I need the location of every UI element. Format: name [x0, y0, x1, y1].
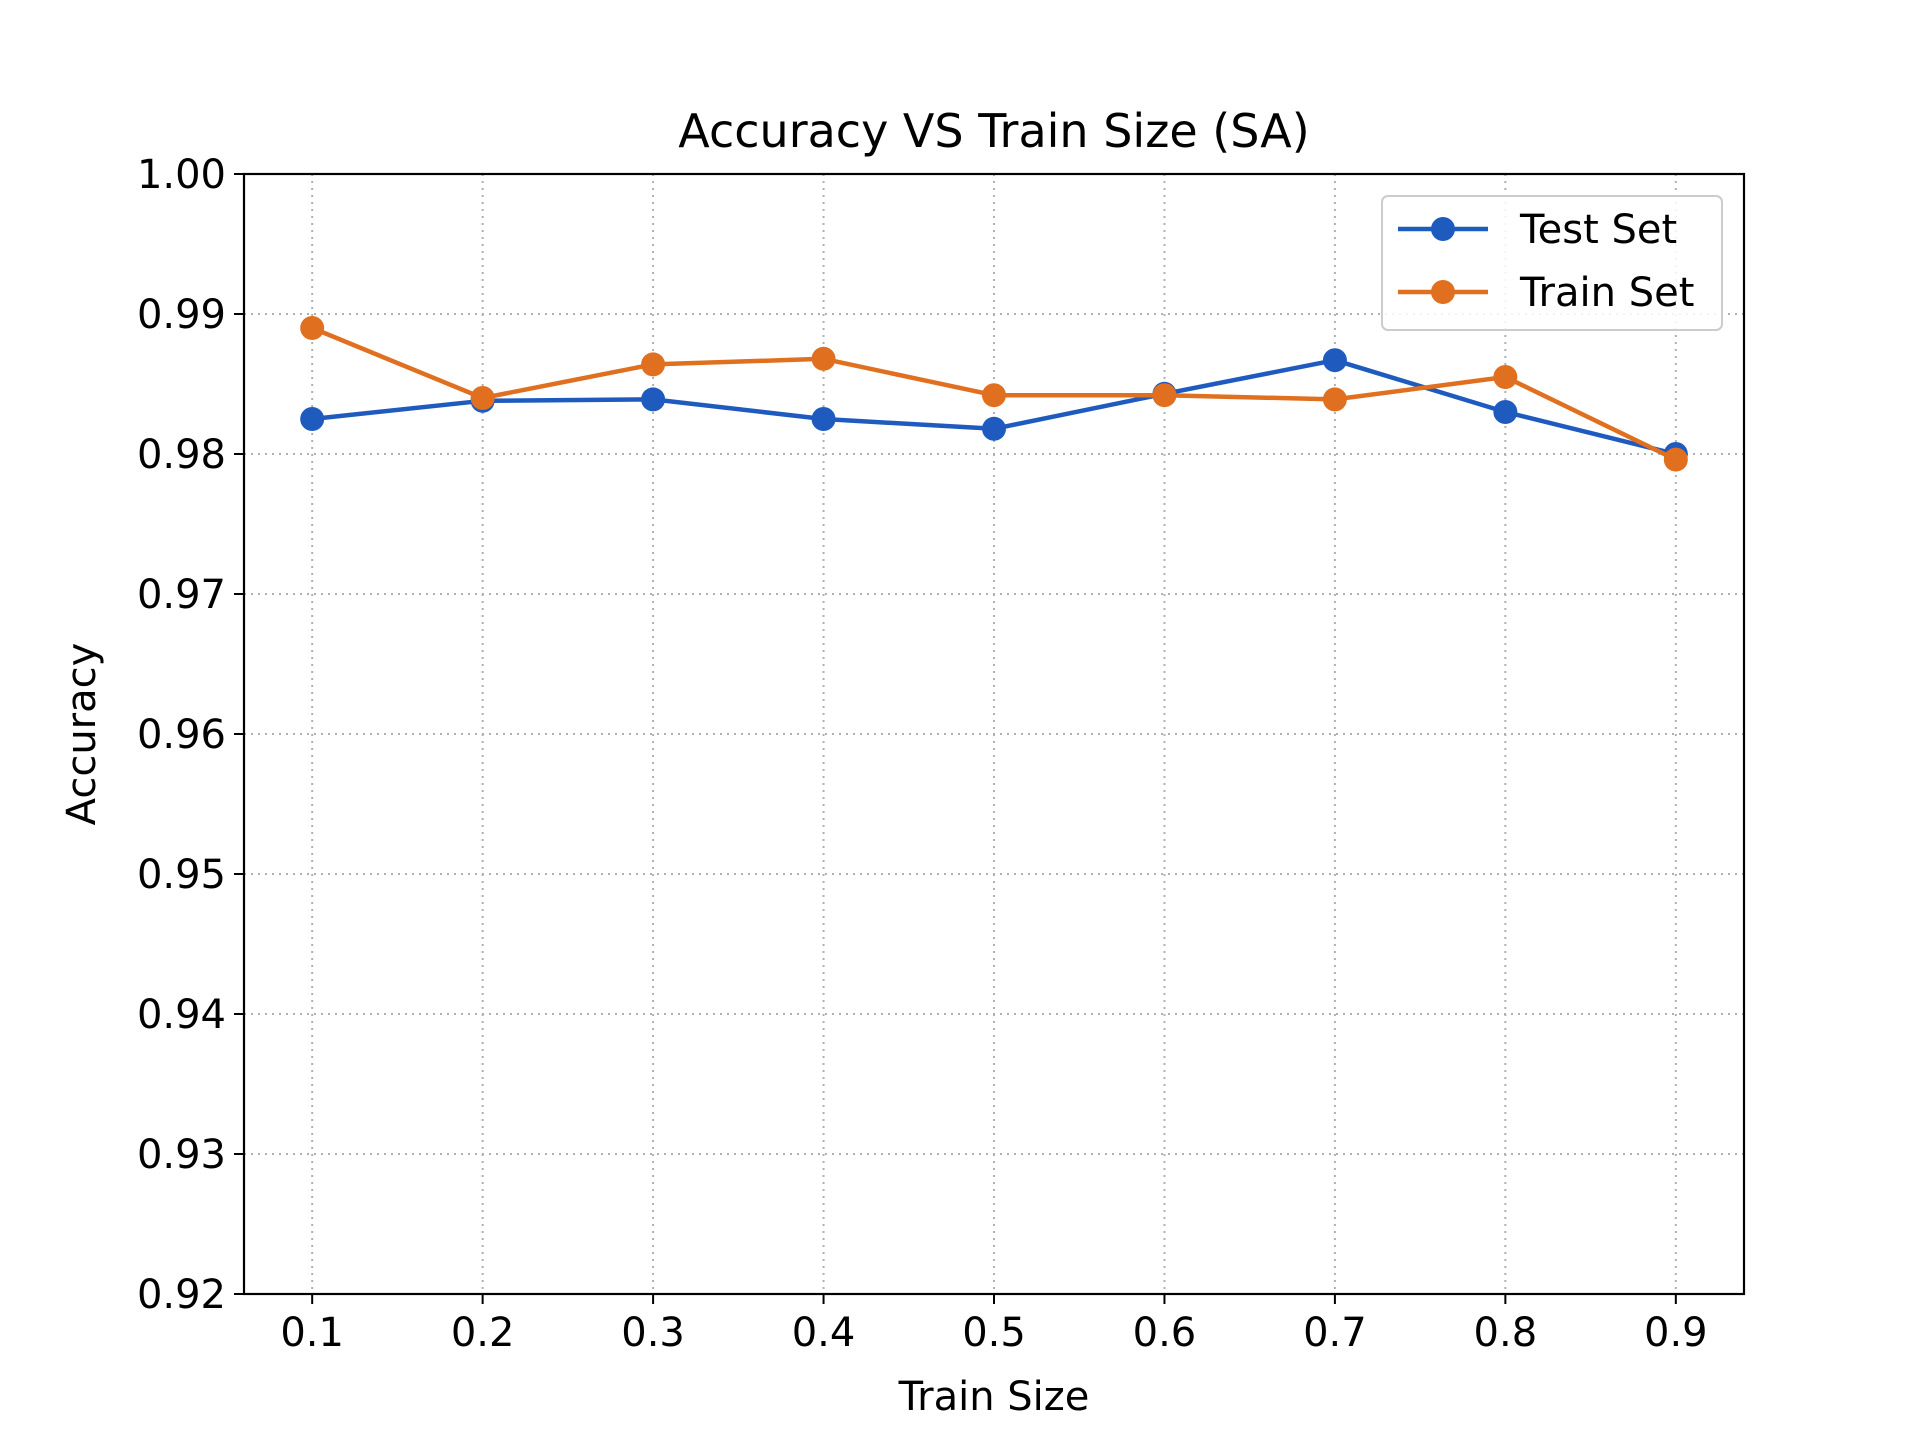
- series-test-set: [300, 348, 1688, 466]
- y-tick-label: 0.98: [137, 432, 226, 478]
- data-point-train-set: [470, 386, 495, 410]
- data-point-train-set: [1322, 387, 1347, 412]
- data-point-test-set: [641, 387, 666, 412]
- y-tick-label: 0.94: [137, 992, 226, 1038]
- data-point-train-set: [1663, 447, 1688, 472]
- y-tick-label: 1.00: [137, 152, 226, 198]
- series-train-set: [300, 316, 1688, 472]
- legend-label-train-set: Train Set: [1519, 270, 1694, 316]
- legend-marker-test-set: [1431, 217, 1455, 241]
- legend: Test Set Train Set: [1381, 195, 1723, 331]
- axis-ticks: 0.1 0.2 0.3 0.4 0.5 0.6 0.7 0.8 0.9 0.92 0.93 0.94 0…: [137, 152, 1708, 1356]
- x-tick-label: 0.8: [1474, 1310, 1538, 1356]
- y-axis-label: Accuracy: [59, 643, 105, 826]
- data-point-train-set: [1152, 383, 1177, 408]
- data-point-test-set: [811, 407, 836, 431]
- x-axis-label: Train Size: [898, 1374, 1090, 1420]
- y-tick-label: 0.93: [137, 1132, 226, 1178]
- data-point-train-set: [982, 383, 1006, 408]
- x-tick-label: 0.7: [1303, 1310, 1367, 1356]
- data-point-train-set: [300, 316, 325, 340]
- legend-marker-train-set: [1431, 280, 1455, 304]
- data-point-test-set: [300, 407, 325, 431]
- x-tick-label: 0.6: [1133, 1310, 1197, 1356]
- data-point-train-set: [1493, 365, 1518, 389]
- y-tick-label: 0.95: [137, 852, 226, 898]
- x-tick-label: 0.1: [280, 1310, 344, 1356]
- x-tick-label: 0.5: [962, 1310, 1026, 1356]
- y-tick-label: 0.92: [137, 1272, 226, 1318]
- data-point-test-set: [1493, 400, 1518, 424]
- x-tick-label: 0.3: [621, 1310, 685, 1356]
- chart-title: Accuracy VS Train Size (SA): [678, 104, 1309, 158]
- data-point-test-set: [982, 416, 1006, 441]
- legend-label-test-set: Test Set: [1519, 207, 1677, 253]
- plot-frame: [242, 172, 1746, 1296]
- y-tick-label: 0.97: [137, 572, 226, 618]
- x-tick-label: 0.2: [451, 1310, 515, 1356]
- x-tick-label: 0.4: [792, 1310, 856, 1356]
- data-point-test-set: [1322, 348, 1347, 373]
- data-point-train-set: [641, 352, 666, 377]
- y-tick-label: 0.96: [137, 712, 226, 758]
- x-tick-label: 0.9: [1644, 1310, 1708, 1356]
- series-layer: [300, 316, 1688, 472]
- y-tick-label: 0.99: [137, 292, 226, 338]
- grid: [244, 173, 1744, 1295]
- data-point-train-set: [811, 346, 836, 371]
